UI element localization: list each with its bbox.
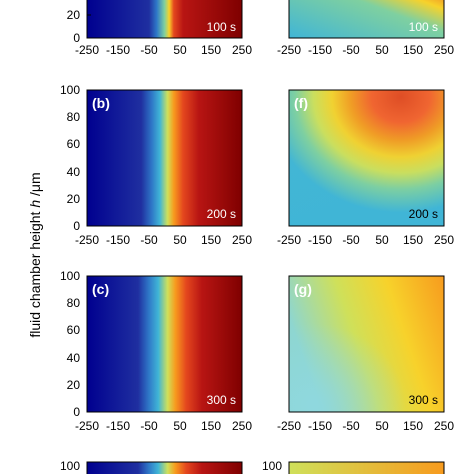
- heatmap-g-cool: [289, 276, 444, 412]
- xtick-label: -250: [277, 233, 301, 247]
- xtick-label: 150: [403, 419, 423, 433]
- ytick-label: 60: [67, 323, 81, 337]
- heatmap-e: [289, 0, 444, 38]
- xtick-label: -150: [106, 233, 130, 247]
- time-label-c: 300 s: [207, 393, 236, 407]
- xtick-label: -250: [277, 419, 301, 433]
- ytick-label: 20: [67, 378, 81, 392]
- y-axis-label-var: h: [27, 200, 43, 208]
- ytick-a-0: 0: [73, 31, 80, 45]
- xticks-c: -250 -150 -50 50 150 250: [75, 419, 252, 433]
- panel-label-f: (f): [294, 95, 308, 111]
- time-label-a: 100 s: [207, 20, 236, 34]
- xtick-label: 50: [375, 419, 389, 433]
- panel-g: (g) 300 s -250 -150 -50 50 150 250: [277, 275, 454, 433]
- axes-frame-b: [86, 89, 243, 227]
- xtick-label: 250: [434, 233, 454, 247]
- xtick-label: 250: [232, 233, 252, 247]
- heatmap-d: [87, 462, 242, 474]
- axes-frame-c: [86, 275, 243, 413]
- xticks-a: -250 -150 -50 50 150 250: [75, 43, 252, 57]
- y-axis-label-unit: /μm: [27, 172, 43, 200]
- ytick-label: 20: [67, 192, 81, 206]
- xtick-label: -150: [308, 419, 332, 433]
- xtick-label: -50: [342, 419, 360, 433]
- xtick-label: 50: [375, 233, 389, 247]
- panel-b: (b) 200 s 100 80 60 40 20 0 -250 -150 -5…: [60, 83, 252, 247]
- panel-d: 100: [60, 459, 243, 474]
- heatmap-a: [87, 0, 242, 38]
- ytick-label: 80: [67, 296, 81, 310]
- panel-label-c: (c): [92, 281, 109, 297]
- xtick-label: -50: [140, 419, 158, 433]
- xtick-label: -150: [106, 419, 130, 433]
- panel-e: 100 s -250 -150 -50 50 150 250: [277, 0, 454, 57]
- xtick-label: -250: [75, 419, 99, 433]
- axes-frame-f: [288, 89, 445, 227]
- xtick-label: 150: [201, 43, 221, 57]
- xtick-label: -50: [140, 43, 158, 57]
- xtick-label: 150: [403, 233, 423, 247]
- xticks-g: -250 -150 -50 50 150 250: [277, 419, 454, 433]
- heatmap-f: [289, 90, 444, 226]
- ytick-label: 0: [73, 219, 80, 233]
- ytick-d-100: 100: [60, 459, 80, 473]
- axes-frame-e: [288, 0, 445, 39]
- y-axis-label-text: fluid chamber height: [27, 208, 43, 338]
- xticks-f: -250 -150 -50 50 150 250: [277, 233, 454, 247]
- xtick-label: -150: [106, 43, 130, 57]
- panel-f: (f) 200 s -250 -150 -50 50 150 250: [277, 89, 454, 247]
- xtick-label: 50: [173, 419, 187, 433]
- xtick-label: -150: [308, 233, 332, 247]
- heatmap-c: [87, 276, 242, 412]
- ytick-label: 60: [67, 137, 81, 151]
- xtick-label: -150: [308, 43, 332, 57]
- time-label-f: 200 s: [409, 207, 438, 221]
- panel-h: 100: [262, 459, 445, 474]
- axes-frame-a: [86, 0, 243, 39]
- ytick-label: 80: [67, 110, 81, 124]
- yticks-c: 100 80 60 40 20 0: [60, 269, 80, 419]
- xtick-label: 50: [375, 43, 389, 57]
- xtick-label: 150: [201, 233, 221, 247]
- ytick-a-20: 20: [67, 8, 81, 22]
- heatmap-b: [87, 90, 242, 226]
- ytick-label: 40: [67, 351, 81, 365]
- time-label-g: 300 s: [409, 393, 438, 407]
- axes-frame-g: [288, 275, 445, 413]
- ytick-label: 0: [73, 405, 80, 419]
- xtick-label: -50: [342, 233, 360, 247]
- time-label-e: 100 s: [409, 20, 438, 34]
- xtick-label: 50: [173, 43, 187, 57]
- panel-label-b: (b): [92, 95, 110, 111]
- xtick-label: 250: [434, 419, 454, 433]
- ytick-label: 40: [67, 165, 81, 179]
- time-label-b: 200 s: [207, 207, 236, 221]
- heatmap-h: [289, 462, 444, 474]
- yticks-b: 100 80 60 40 20 0: [60, 83, 80, 233]
- axes-frame-h: [288, 461, 445, 474]
- xtick-label: -50: [342, 43, 360, 57]
- xtick-label: 250: [232, 419, 252, 433]
- xtick-label: -250: [75, 233, 99, 247]
- xticks-b: -250 -150 -50 50 150 250: [75, 233, 252, 247]
- ytick-label: 100: [60, 83, 80, 97]
- ytick-h-100: 100: [262, 459, 282, 473]
- xtick-label: 150: [201, 419, 221, 433]
- y-axis-label: fluid chamber height h /μm: [27, 172, 43, 337]
- xticks-e: -250 -150 -50 50 150 250: [277, 43, 454, 57]
- xtick-label: -250: [277, 43, 301, 57]
- xtick-label: -250: [75, 43, 99, 57]
- ytick-label: 100: [60, 269, 80, 283]
- xtick-label: 250: [232, 43, 252, 57]
- panel-label-g: (g): [294, 281, 312, 297]
- panel-a: 100 s 20 0 -250 -150 -50 50 150 250: [67, 0, 252, 57]
- xtick-label: 250: [434, 43, 454, 57]
- xtick-label: 50: [173, 233, 187, 247]
- axes-frame-d: [86, 461, 243, 474]
- xtick-label: -50: [140, 233, 158, 247]
- panel-c: (c) 300 s 100 80 60 40 20 0 -250 -150 -5…: [60, 269, 252, 433]
- xtick-label: 150: [403, 43, 423, 57]
